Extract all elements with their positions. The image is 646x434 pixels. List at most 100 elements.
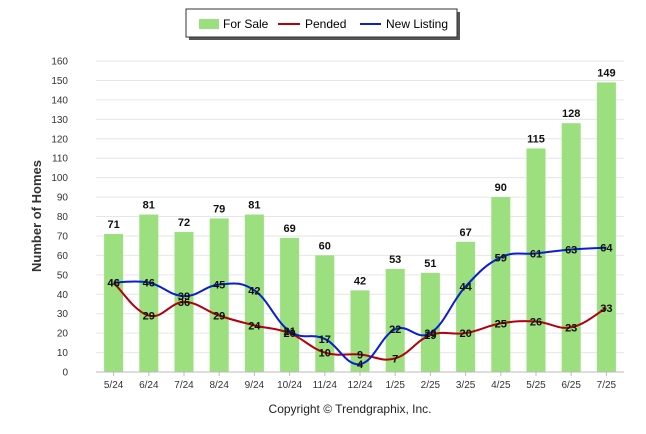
data-label-pended: 29 <box>143 311 155 323</box>
bar-for-sale-8/24 <box>209 218 229 372</box>
data-label-new-listing: 42 <box>248 285 260 297</box>
data-label-new-listing: 46 <box>107 278 119 290</box>
data-label-new-listing: 59 <box>495 252 507 264</box>
y-tick-label: 40 <box>57 290 69 301</box>
x-tick-label: 7/24 <box>174 380 194 391</box>
data-label-pended: 20 <box>283 328 295 340</box>
bar-for-sale-10/24 <box>280 237 300 372</box>
bar-for-sale-5/24 <box>104 233 124 372</box>
data-label-for-sale: 67 <box>459 227 471 239</box>
y-tick-label: 90 <box>57 193 69 204</box>
x-tick-label: 6/24 <box>139 380 159 391</box>
y-tick-label: 80 <box>57 212 69 223</box>
data-label-pended: 9 <box>357 350 363 362</box>
data-label-new-listing: 44 <box>459 281 472 293</box>
data-label-new-listing: 46 <box>143 278 155 290</box>
y-axis-ticks: 0 10 20 30 40 50 60 70 80 90 100 110 120 130 140 150 160 <box>51 57 68 379</box>
bar-for-sale-7/25 <box>596 82 616 372</box>
line-new-listing <box>113 246 607 366</box>
data-label-for-sale: 81 <box>143 200 155 212</box>
x-tick-label: 3/25 <box>456 380 476 391</box>
legend-label-for-sale: For Sale <box>223 17 269 31</box>
line-pended <box>112 281 607 361</box>
x-tick-label: 1/25 <box>385 380 405 391</box>
y-tick-label: 120 <box>51 134 68 145</box>
y-tick-label: 160 <box>51 57 68 68</box>
y-tick-label: 0 <box>62 368 68 379</box>
bar-for-sale-6/25 <box>561 123 581 372</box>
legend-swatch-for-sale <box>199 19 219 29</box>
data-label-new-listing: 45 <box>213 280 225 292</box>
data-label-for-sale: 51 <box>424 258 436 270</box>
legend: For Sale Pended New Listing <box>185 8 460 40</box>
data-label-for-sale: 79 <box>213 203 225 215</box>
data-label-pended: 29 <box>213 311 225 323</box>
x-tick-label: 12/24 <box>347 380 372 391</box>
data-label-new-listing: 22 <box>389 324 401 336</box>
x-tick-label: 5/24 <box>104 380 124 391</box>
bar-for-sale-2/25 <box>420 272 440 372</box>
data-label-pended: 10 <box>319 348 331 360</box>
data-label-for-sale: 90 <box>495 182 507 194</box>
bar-for-sale-12/24 <box>350 290 370 372</box>
data-label-new-listing: 63 <box>565 245 577 257</box>
data-label-for-sale: 69 <box>283 223 295 235</box>
data-label-new-listing: 20 <box>424 328 436 340</box>
data-label-pended: 36 <box>178 297 190 309</box>
y-tick-label: 150 <box>51 76 68 87</box>
data-label-pended: 33 <box>600 303 612 315</box>
x-tick-label: 6/25 <box>561 380 581 391</box>
series-lines <box>112 246 607 366</box>
x-tick-label: 2/25 <box>421 380 441 391</box>
bar-for-sale-6/24 <box>139 214 159 372</box>
legend-box <box>185 8 458 38</box>
data-label-new-listing: 61 <box>530 248 542 260</box>
y-axis-title: Number of Homes <box>29 160 44 272</box>
y-tick-label: 130 <box>51 115 68 126</box>
y-tick-label: 50 <box>57 270 69 281</box>
x-axis-ticks: 5/24 6/24 7/24 8/24 9/24 10/24 11/24 12/24 1/25 2… <box>104 372 617 391</box>
copyright-footer: Copyright © Trendgraphix, Inc. <box>269 402 432 416</box>
y-tick-label: 10 <box>57 348 69 359</box>
data-label-for-sale: 71 <box>107 219 119 231</box>
x-tick-label: 11/24 <box>313 380 338 391</box>
data-label-new-listing: 64 <box>600 243 613 255</box>
data-label-for-sale: 81 <box>248 200 260 212</box>
data-label-for-sale: 128 <box>562 108 580 120</box>
data-label-for-sale: 115 <box>527 133 545 145</box>
data-label-pended: 23 <box>565 322 577 334</box>
bar-for-sale-1/25 <box>385 268 405 372</box>
x-tick-label: 10/24 <box>277 380 302 391</box>
bar-for-sale-4/25 <box>491 197 511 372</box>
y-tick-label: 60 <box>57 251 69 262</box>
data-label-for-sale: 53 <box>389 254 401 266</box>
data-label-new-listing: 17 <box>319 334 331 346</box>
data-label-pended: 26 <box>530 316 542 328</box>
y-tick-label: 110 <box>52 154 68 165</box>
bar-for-sale-5/25 <box>526 148 546 372</box>
data-label-for-sale: 149 <box>597 67 615 79</box>
data-label-pended: 19 <box>424 330 436 342</box>
data-label-pended: 7 <box>392 353 398 365</box>
y-tick-label: 70 <box>57 231 69 242</box>
y-tick-label: 20 <box>57 329 69 340</box>
y-tick-label: 30 <box>57 309 69 320</box>
data-label-pended: 24 <box>248 320 261 332</box>
legend-label-pended: Pended <box>305 17 346 31</box>
x-tick-label: 7/25 <box>597 380 617 391</box>
bar-for-sale-3/25 <box>456 241 476 372</box>
data-label-pended: 46 <box>107 278 119 290</box>
data-label-pended: 20 <box>459 328 471 340</box>
legend-label-new-listing: New Listing <box>386 17 448 31</box>
data-label-new-listing: 21 <box>283 326 295 338</box>
data-label-new-listing: 4 <box>357 359 364 371</box>
x-tick-label: 8/24 <box>209 380 229 391</box>
data-label-for-sale: 42 <box>354 275 366 287</box>
y-tick-label: 140 <box>51 95 68 106</box>
data-label-pended: 25 <box>495 318 507 330</box>
data-label-for-sale: 60 <box>319 240 331 252</box>
x-tick-label: 5/25 <box>526 380 546 391</box>
x-tick-label: 4/25 <box>491 380 511 391</box>
